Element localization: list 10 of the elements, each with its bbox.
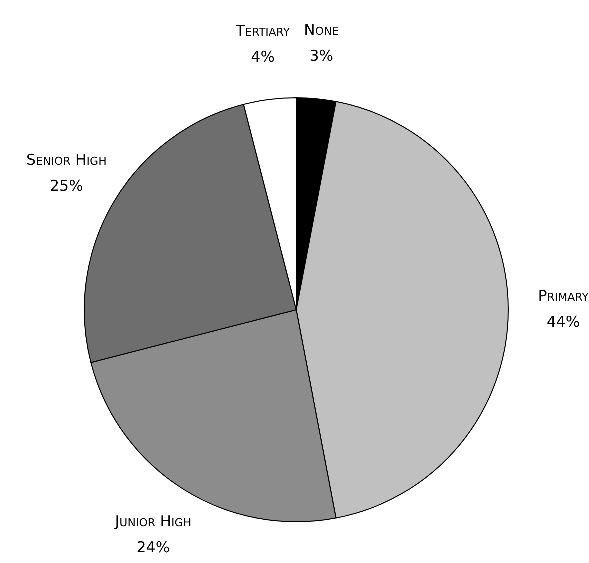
slice-label: Tertiary	[234, 22, 290, 40]
slice-label: Senior High	[26, 150, 107, 169]
data-label: 44%	[546, 312, 580, 331]
slice-label: Primary	[538, 286, 589, 305]
data-label: 25%	[50, 176, 84, 195]
slice-label: None	[304, 21, 340, 40]
data-label: 3%	[310, 47, 334, 66]
data-label: 4%	[251, 48, 275, 66]
slice-label: Junior High	[114, 512, 192, 530]
data-label: 24%	[136, 538, 170, 556]
